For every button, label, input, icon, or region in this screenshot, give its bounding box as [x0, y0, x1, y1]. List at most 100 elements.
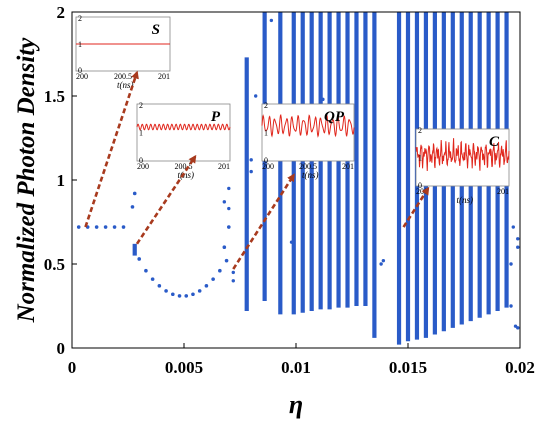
data-point	[289, 240, 294, 244]
inset-arrow	[232, 173, 295, 270]
y-axis-label: Normalized Photon Density	[13, 37, 40, 324]
data-point	[227, 225, 231, 229]
data-point	[381, 258, 386, 263]
inset-s: 0 1 2 200 200.5 201 t(ns) S	[75, 14, 171, 90]
data-point	[112, 225, 117, 229]
data-point	[516, 245, 520, 249]
data-point	[76, 225, 81, 229]
inset-y-tick-label: 0	[264, 156, 268, 165]
inset-x-tick-label: 200	[137, 162, 149, 171]
inset-x-tick-label: 200	[76, 72, 88, 81]
data-point	[509, 262, 513, 266]
data-point	[379, 262, 383, 266]
inset-x-tick-label: 201	[342, 162, 354, 171]
data-point	[269, 18, 274, 23]
inset-x-tick-label: 200.5	[299, 162, 317, 171]
x-tick-label: 0.02	[505, 358, 535, 377]
y-tick-label: 1.5	[44, 87, 65, 106]
inset-x-tick-label: 201	[158, 72, 170, 81]
data-point	[197, 289, 202, 293]
data-point	[130, 205, 135, 209]
data-point	[171, 292, 175, 297]
data-point	[103, 225, 108, 229]
data-point	[121, 225, 126, 229]
inset-p: 0 1 2 200 200.5 201 t(ns) P	[136, 101, 231, 180]
data-point	[211, 277, 215, 281]
x-tick-label: 0.005	[165, 358, 203, 377]
inset-signal	[136, 123, 231, 131]
y-tick-label: 0	[57, 339, 66, 358]
data-point	[222, 200, 227, 204]
inset-x-tick-label: 200.5	[114, 72, 132, 81]
inset-y-tick-label: 1	[264, 129, 268, 138]
inset-y-tick-label: 0	[418, 181, 422, 190]
x-axis-label: η	[289, 390, 303, 419]
x-tick-label: 0.01	[281, 358, 311, 377]
data-point	[511, 225, 515, 229]
x-tick-label: 0.015	[389, 358, 427, 377]
data-point	[227, 206, 231, 211]
data-point	[227, 186, 231, 191]
data-point	[516, 326, 520, 330]
inset-y-tick-label: 2	[78, 14, 82, 23]
inset-qp: 0 1 2 200 200.5 201 t(ns) QP	[261, 101, 355, 180]
inset-y-tick-label: 1	[78, 40, 82, 49]
data-point	[509, 304, 513, 308]
data-point	[132, 191, 137, 196]
y-tick-label: 1	[57, 171, 66, 190]
inset-y-tick-label: 2	[139, 101, 143, 110]
y-tick-label: 0.5	[44, 255, 65, 274]
inset-label: QP	[324, 109, 345, 125]
inset-label: S	[152, 22, 160, 38]
y-tick-label: 2	[57, 3, 66, 22]
inset-y-tick-label: 0	[78, 66, 82, 75]
inset-x-label: t(ns)	[457, 195, 474, 205]
data-point	[191, 292, 195, 297]
data-point	[157, 284, 162, 288]
inset-x-tick-label: 201	[218, 162, 230, 171]
data-point	[222, 245, 227, 249]
inset-signal	[261, 113, 355, 138]
inset-y-tick-label: 2	[264, 101, 268, 110]
inset-signal	[415, 138, 510, 171]
inset-x-tick-label: 200.5	[175, 162, 193, 171]
data-point	[137, 257, 141, 261]
data-point	[132, 245, 137, 249]
data-point	[249, 158, 253, 162]
inset-x-tick-label: 200	[262, 162, 274, 171]
data-point	[177, 294, 182, 298]
axes-layer: 0 0.005 0.01 0.015 0.02 0 0.5 1 1.5 2	[44, 3, 535, 377]
inset-y-tick-label: 0	[139, 156, 143, 165]
data-point	[249, 169, 253, 174]
inset-label: C	[489, 134, 500, 150]
inset-x-label: t(ns)	[302, 170, 319, 180]
data-point	[204, 284, 209, 288]
x-tick-label: 0	[68, 358, 77, 377]
data-point	[184, 294, 189, 298]
data-point	[253, 94, 258, 98]
arrows-layer	[84, 70, 430, 270]
inset-y-tick-label: 1	[139, 129, 143, 138]
inset-arrow	[135, 154, 197, 245]
inset-label: P	[211, 109, 221, 125]
data-point	[231, 270, 235, 275]
inset-x-label: t(ns)	[117, 80, 134, 90]
inset-y-tick-label: 2	[418, 126, 422, 135]
data-point	[94, 225, 99, 229]
inset-frame	[261, 103, 355, 162]
inset-arrow	[84, 70, 139, 228]
data-point	[218, 268, 222, 273]
inset-x-label: t(ns)	[178, 170, 195, 180]
data-point	[231, 279, 235, 283]
data-point	[321, 97, 325, 102]
inset-frame	[136, 103, 231, 162]
inset-y-tick-label: 1	[418, 154, 422, 163]
data-point	[224, 258, 229, 263]
data-point	[150, 277, 155, 281]
data-point	[516, 237, 520, 241]
inset-x-tick-label: 201	[497, 187, 509, 196]
data-point	[164, 289, 168, 293]
